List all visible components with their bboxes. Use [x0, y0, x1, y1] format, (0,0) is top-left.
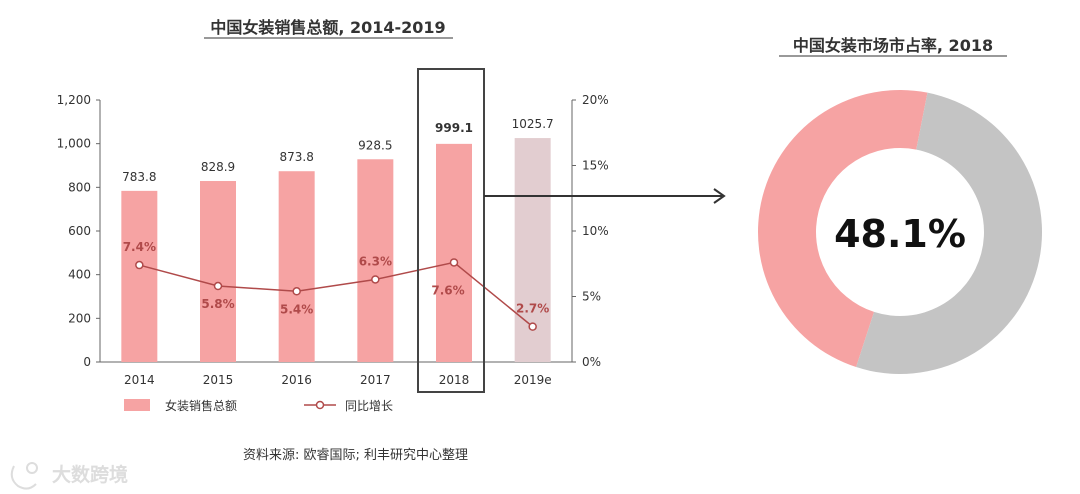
- watermark: 大数跨境: [10, 462, 128, 490]
- legend-line-label: 同比增长: [345, 399, 393, 413]
- donut-center-label: 48.1%: [834, 212, 966, 256]
- watermark-text: 大数跨境: [52, 463, 128, 486]
- legend-line-marker: [315, 400, 325, 410]
- source-note: 资料来源: 欧睿国际; 利丰研究中心整理: [243, 448, 468, 463]
- left-tick-label: 600: [68, 224, 91, 238]
- bar-chart-title: 中国女装销售总额, 2014-2019: [210, 18, 445, 37]
- bar-2016: [278, 171, 315, 362]
- legend-bar-swatch: [124, 399, 150, 411]
- left-tick-label: 1,200: [57, 93, 91, 107]
- x-axis-labels: 2014 2015 2016 2017 2018 2019e: [124, 373, 552, 387]
- growth-point-2017: [371, 275, 380, 284]
- bar-2018: [436, 143, 472, 362]
- right-tick-label: 10%: [582, 224, 609, 238]
- line-series: 7.4% 5.8% 5.4% 6.3% 7.6% 2.7%: [123, 240, 549, 331]
- bar-2015: [200, 181, 236, 362]
- growth-point-2014: [135, 260, 144, 270]
- bar-value-label: 1025.7: [512, 117, 554, 131]
- bar-value-label: 783.8: [122, 170, 156, 184]
- growth-line: [139, 261, 534, 328]
- bar-value-label: 999.1: [435, 121, 473, 135]
- donut-slice-rest: [856, 92, 1043, 375]
- bar-2017: [357, 159, 394, 362]
- x-tick-label: 2018: [439, 373, 470, 387]
- x-tick-label: 2014: [124, 373, 155, 387]
- left-tick-label: 1,000: [57, 137, 91, 151]
- left-tick-label: 400: [68, 268, 91, 282]
- x-tick-label: 2019e: [514, 373, 552, 387]
- donut-slice-share: [758, 90, 928, 368]
- growth-value-label: 5.4%: [280, 302, 313, 316]
- watermark-logo-icon: [10, 465, 37, 490]
- left-tick-label: 200: [68, 311, 91, 325]
- arrow-head: [713, 188, 726, 204]
- x-tick-label: 2015: [203, 373, 234, 387]
- growth-value-label: 2.7%: [516, 302, 549, 316]
- right-tick-label: 5%: [582, 290, 601, 304]
- bar-value-label: 928.5: [358, 138, 392, 152]
- donut-chart: [758, 90, 1043, 375]
- highlight-box-2018: [417, 68, 485, 393]
- growth-value-label: 7.6%: [431, 283, 464, 297]
- right-tick-label: 20%: [582, 93, 609, 107]
- bar-value-label: 873.8: [279, 150, 313, 164]
- growth-point-2015: [213, 281, 223, 291]
- x-tick-label: 2017: [360, 373, 391, 387]
- growth-point-2018: [449, 258, 459, 267]
- left-tick-label: 800: [68, 180, 91, 194]
- left-tick-label: 0: [83, 355, 91, 369]
- growth-value-label: 6.3%: [359, 254, 392, 268]
- watermark-logo-dot-icon: [26, 462, 38, 474]
- right-axis-ticks: 0% 5% 10% 15% 20%: [572, 93, 609, 369]
- right-tick-label: 15%: [582, 159, 609, 173]
- bar-series: 783.8 828.9 873.8 928.5 999.1 1025.7: [121, 117, 554, 362]
- right-tick-label: 0%: [582, 355, 601, 369]
- growth-value-label: 5.8%: [201, 297, 234, 311]
- donut-chart-title: 中国女装市场市占率, 2018: [793, 36, 993, 55]
- x-tick-label: 2016: [281, 373, 312, 387]
- left-axis-ticks: 0 200 400 600 800 1,000 1,200: [57, 93, 100, 369]
- growth-point-2019e: [528, 322, 537, 331]
- growth-point-2016: [292, 287, 301, 296]
- growth-value-label: 7.4%: [123, 240, 156, 254]
- bar-2014: [121, 190, 158, 362]
- legend-bar-label: 女装销售总额: [165, 398, 237, 413]
- bar-value-label: 828.9: [201, 160, 235, 174]
